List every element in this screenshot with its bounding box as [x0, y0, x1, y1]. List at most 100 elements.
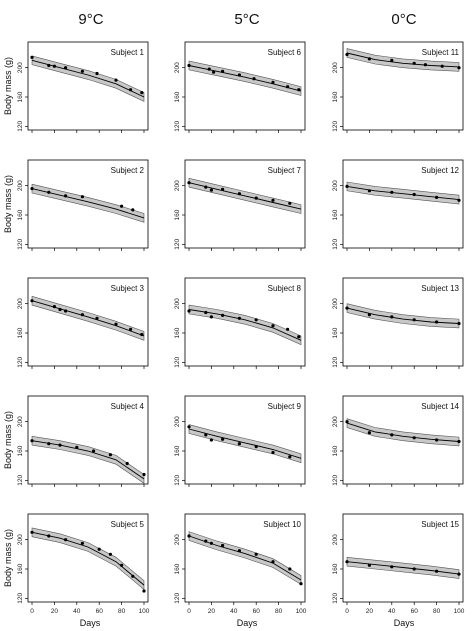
- panel-subject-11: Subject 11 120 160 200: [332, 41, 464, 133]
- data-point: [30, 187, 34, 191]
- y-tick-label: 160: [174, 91, 181, 102]
- data-point: [120, 204, 124, 208]
- data-point: [345, 560, 349, 564]
- y-tick-label: 160: [332, 445, 339, 456]
- y-axis-label: Body mass (g): [3, 529, 13, 587]
- x-tick-label: 100: [454, 608, 465, 615]
- x-tick-label: 40: [388, 608, 396, 615]
- data-point: [390, 433, 394, 437]
- data-point: [64, 309, 68, 313]
- confidence-band: [188, 304, 302, 346]
- data-point: [367, 563, 371, 567]
- data-point: [412, 567, 416, 571]
- data-point: [97, 547, 101, 551]
- panel-subject-7: Subject 7 120 160 200: [174, 159, 306, 251]
- data-point: [271, 198, 275, 202]
- data-point: [390, 565, 394, 569]
- data-point: [271, 324, 275, 328]
- days-axis-label-col1: Days: [80, 618, 101, 628]
- y-tick-label: 120: [17, 592, 24, 603]
- data-point: [440, 64, 444, 68]
- data-point: [30, 299, 34, 303]
- y-tick-label: 200: [17, 534, 24, 545]
- data-point: [64, 194, 68, 198]
- data-point: [58, 443, 62, 447]
- data-point: [187, 534, 191, 538]
- panel-subject-2: Subject 2 120 160 200 Body mass (g): [3, 159, 149, 251]
- y-tick-label: 200: [174, 298, 181, 309]
- data-point: [204, 310, 208, 315]
- confidence-band: [31, 183, 145, 223]
- subject-label: Subject 10: [263, 520, 301, 529]
- data-point: [131, 208, 135, 212]
- fitted-line: [346, 422, 460, 442]
- fitted-line: [346, 307, 460, 324]
- x-tick-label: 60: [253, 608, 261, 615]
- data-point: [299, 582, 303, 586]
- data-point: [457, 66, 461, 70]
- fitted-line: [346, 52, 460, 68]
- panel-subject-12: Subject 12 120 160 200: [332, 159, 464, 251]
- y-tick-label: 120: [174, 238, 181, 249]
- data-point: [58, 307, 62, 312]
- panel-subject-3: Subject 3 120 160 200: [17, 277, 149, 369]
- fitted-line: [346, 185, 460, 201]
- fitted-line: [31, 188, 145, 219]
- data-point: [30, 55, 34, 60]
- data-point: [129, 327, 133, 331]
- y-tick-label: 200: [332, 534, 339, 545]
- days-axis-label-col2: Days: [237, 618, 258, 628]
- subject-label: Subject 8: [268, 284, 302, 293]
- data-point: [237, 192, 241, 196]
- data-point: [435, 569, 439, 573]
- data-point: [252, 77, 256, 81]
- data-point: [412, 318, 416, 322]
- y-tick-label: 120: [174, 120, 181, 131]
- x-tick-label: 40: [73, 608, 81, 615]
- fitted-line: [31, 300, 145, 337]
- data-point: [80, 195, 84, 199]
- panel-subject-8: Subject 8 120 160 200: [174, 277, 306, 369]
- data-point: [30, 530, 34, 534]
- y-tick-label: 160: [17, 563, 24, 574]
- data-point: [209, 541, 213, 545]
- y-tick-label: 200: [174, 180, 181, 191]
- subject-label: Subject 14: [421, 402, 459, 411]
- data-point: [390, 315, 394, 319]
- y-tick-label: 120: [332, 356, 339, 367]
- y-tick-label: 120: [17, 474, 24, 485]
- fitted-line: [31, 440, 145, 480]
- data-point: [120, 563, 124, 567]
- subject-label: Subject 6: [268, 48, 302, 57]
- data-point: [297, 335, 301, 339]
- data-point: [367, 57, 371, 61]
- x-tick-label: 80: [433, 608, 441, 615]
- data-point: [271, 450, 275, 455]
- data-point: [423, 63, 427, 67]
- x-tick-label: 60: [96, 608, 104, 615]
- y-tick-label: 120: [17, 356, 24, 367]
- subject-label: Subject 5: [111, 520, 145, 529]
- column-header-5c: 5°C: [234, 11, 259, 28]
- y-tick-label: 120: [17, 120, 24, 131]
- panel-subject-14: Subject 14 120 160 200: [332, 395, 464, 487]
- data-point: [345, 420, 349, 424]
- subject-label: Subject 12: [421, 166, 459, 175]
- y-tick-label: 160: [174, 327, 181, 338]
- data-point: [52, 305, 57, 309]
- y-axis-label: Body mass (g): [3, 411, 13, 469]
- x-tick-label: 20: [208, 608, 216, 615]
- y-axis-label: Body mass (g): [3, 57, 13, 115]
- data-point: [390, 58, 394, 62]
- data-point: [367, 431, 371, 435]
- data-point: [457, 321, 461, 326]
- x-tick-label: 100: [139, 608, 150, 615]
- data-point: [108, 552, 112, 556]
- x-tick-label: 0: [345, 608, 349, 615]
- data-point: [412, 61, 416, 65]
- subject-label: Subject 3: [111, 284, 145, 293]
- x-tick-label: 80: [275, 608, 283, 615]
- y-tick-label: 200: [174, 62, 181, 73]
- data-point: [271, 80, 275, 84]
- data-point: [297, 88, 301, 92]
